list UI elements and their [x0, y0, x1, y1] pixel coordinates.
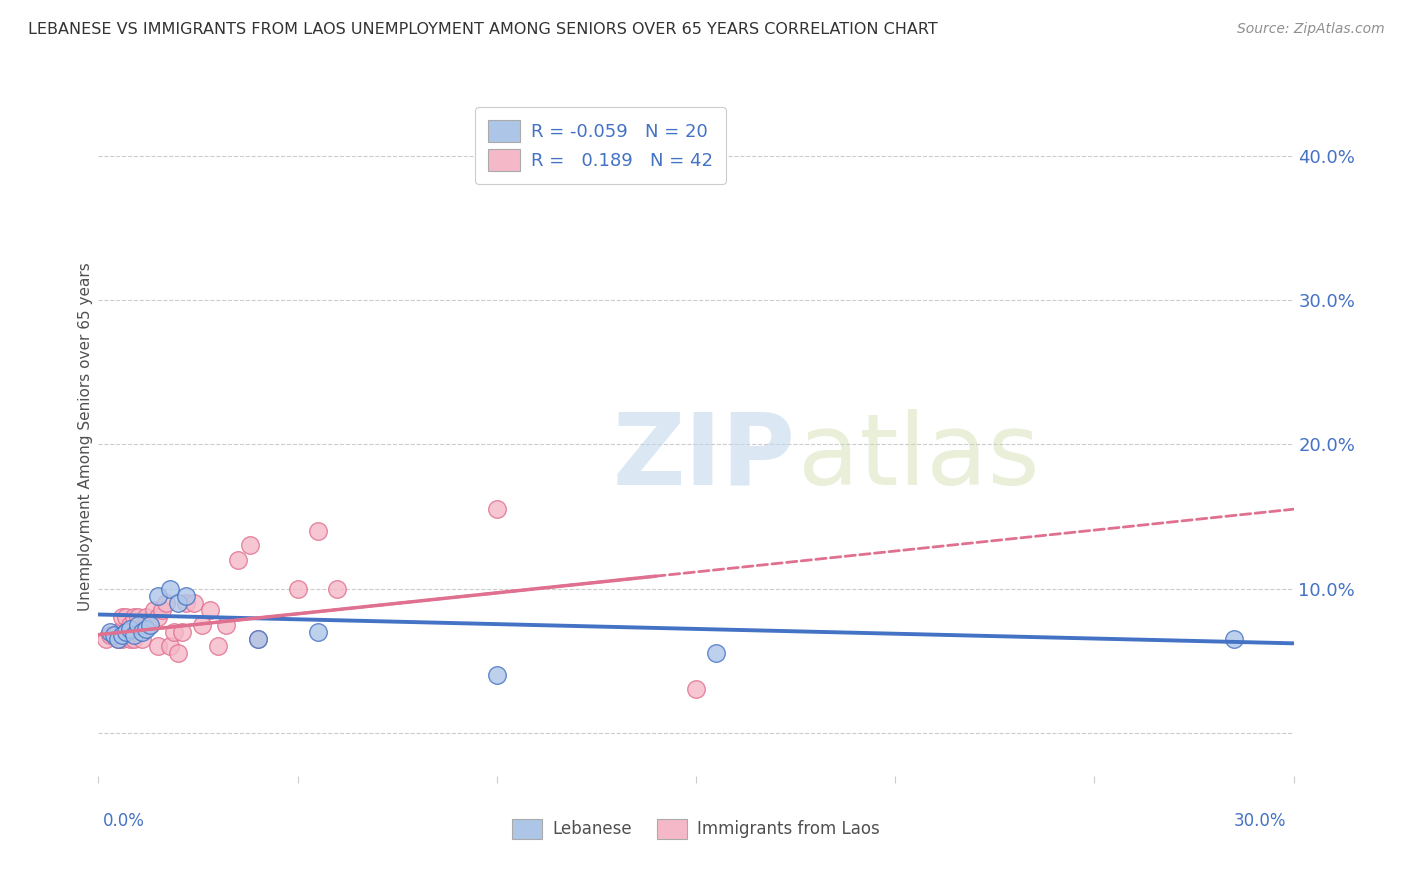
Point	[100, 628, 122, 642]
Point	[143, 603, 166, 617]
Text: Source: ZipAtlas.com: Source: ZipAtlas.com	[1237, 22, 1385, 37]
Point	[135, 610, 157, 624]
Point	[127, 624, 149, 639]
Text: LEBANESE VS IMMIGRANTS FROM LAOS UNEMPLOYMENT AMONG SENIORS OVER 65 YEARS CORREL: LEBANESE VS IMMIGRANTS FROM LAOS UNEMPLO…	[28, 22, 938, 37]
Point	[111, 610, 134, 624]
Point	[174, 596, 197, 610]
Point	[111, 628, 134, 642]
Point	[307, 524, 329, 538]
Text: 0.0%: 0.0%	[103, 812, 145, 830]
Point	[155, 596, 177, 610]
Point	[163, 624, 186, 639]
Point	[307, 624, 329, 639]
Point	[198, 603, 221, 617]
Point	[115, 610, 138, 624]
Point	[287, 582, 309, 596]
Point	[167, 647, 190, 661]
Point	[685, 682, 707, 697]
Point	[183, 596, 205, 610]
Point	[120, 617, 142, 632]
Point	[96, 632, 118, 646]
Point	[326, 582, 349, 596]
Point	[148, 639, 170, 653]
Point	[131, 624, 153, 639]
Point	[150, 603, 173, 617]
Point	[148, 589, 170, 603]
Point	[159, 582, 181, 596]
Point	[207, 639, 229, 653]
Point	[139, 617, 162, 632]
Point	[107, 632, 129, 646]
Point	[485, 502, 508, 516]
Point	[246, 632, 269, 646]
Point	[127, 617, 149, 632]
Point	[704, 647, 727, 661]
Point	[107, 632, 129, 646]
Point	[120, 622, 142, 636]
Point	[115, 624, 138, 639]
Point	[485, 668, 508, 682]
Point	[107, 624, 129, 639]
Point	[135, 622, 157, 636]
Point	[100, 624, 122, 639]
Point	[120, 632, 142, 646]
Text: atlas: atlas	[797, 409, 1039, 506]
Point	[159, 639, 181, 653]
Point	[124, 610, 146, 624]
Point	[226, 552, 249, 566]
Point	[103, 628, 125, 642]
Point	[139, 617, 162, 632]
Point	[239, 538, 262, 552]
Point	[172, 624, 194, 639]
Point	[131, 632, 153, 646]
Point	[127, 610, 149, 624]
Y-axis label: Unemployment Among Seniors over 65 years: Unemployment Among Seniors over 65 years	[77, 263, 93, 611]
Point	[148, 610, 170, 624]
Point	[124, 632, 146, 646]
Text: ZIP: ZIP	[613, 409, 796, 506]
Point	[111, 632, 134, 646]
Point	[174, 589, 197, 603]
Legend: Lebanese, Immigrants from Laos: Lebanese, Immigrants from Laos	[506, 812, 886, 846]
Point	[246, 632, 269, 646]
Point	[124, 628, 146, 642]
Text: 30.0%: 30.0%	[1234, 812, 1286, 830]
Point	[1222, 632, 1246, 646]
Point	[215, 617, 238, 632]
Point	[135, 617, 157, 632]
Point	[115, 628, 138, 642]
Point	[103, 628, 125, 642]
Point	[167, 596, 190, 610]
Point	[191, 617, 214, 632]
